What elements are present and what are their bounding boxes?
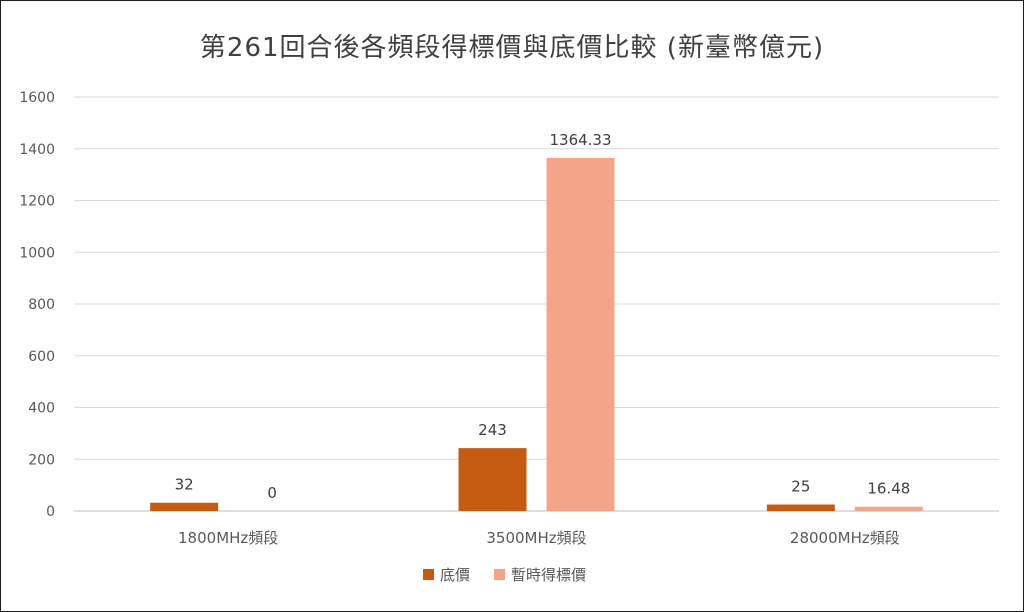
legend-label: 底價 (440, 566, 470, 584)
chart-title: 第261回合後各頻段得標價與底價比較 (新臺幣億元) (199, 33, 825, 63)
legend-swatch (423, 569, 434, 580)
y-tick-label: 0 (46, 504, 55, 520)
data-label: 1364.33 (549, 131, 611, 149)
bar (458, 448, 527, 511)
bar (546, 157, 615, 511)
x-tick-label: 3500MHz頻段 (486, 529, 586, 547)
bar (150, 502, 219, 511)
legend-swatch (494, 569, 505, 580)
x-tick-label: 1800MHz頻段 (178, 529, 278, 547)
y-tick-label: 1600 (19, 90, 55, 106)
bar (854, 506, 923, 511)
data-label: 0 (267, 484, 277, 502)
data-label: 32 (175, 476, 194, 494)
data-label: 243 (478, 421, 507, 439)
data-label: 16.48 (867, 480, 910, 498)
y-tick-label: 1000 (19, 245, 55, 261)
data-label: 25 (791, 478, 810, 496)
y-tick-label: 1200 (19, 194, 55, 210)
legend-label: 暫時得標價 (511, 566, 586, 584)
y-tick-label: 1400 (19, 142, 55, 158)
y-tick-label: 600 (28, 349, 55, 365)
bar (766, 504, 835, 511)
x-tick-label: 28000MHz頻段 (790, 529, 900, 547)
y-tick-label: 800 (28, 297, 55, 313)
y-tick-label: 400 (28, 401, 55, 417)
y-tick-label: 200 (28, 452, 55, 468)
